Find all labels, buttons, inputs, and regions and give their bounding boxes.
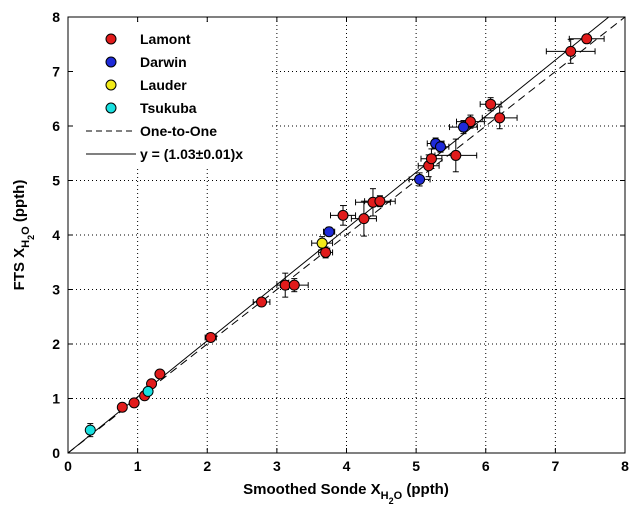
legend-label-tsukuba: Tsukuba xyxy=(140,100,197,116)
point-lamont xyxy=(374,195,386,207)
point-darwin xyxy=(414,173,426,185)
point-lamont xyxy=(485,98,497,110)
point-darwin xyxy=(457,121,469,133)
point-lamont xyxy=(450,149,462,161)
x-tick-label: 4 xyxy=(343,458,351,474)
y-tick-label: 6 xyxy=(52,118,60,134)
y-tick-label: 2 xyxy=(52,336,60,352)
axis-ticks: 0 1 2 3 4 5 6 7 8 0 1 2 3 4 5 6 7 8 xyxy=(52,9,629,474)
point-darwin xyxy=(434,141,446,153)
point-lamont xyxy=(337,209,349,221)
point-lamont xyxy=(425,153,437,165)
y-tick-label: 0 xyxy=(52,445,60,461)
point-tsukuba xyxy=(142,385,154,397)
legend-box xyxy=(74,22,270,167)
x-tick-label: 5 xyxy=(412,458,420,474)
x-tick-label: 6 xyxy=(482,458,490,474)
point-lamont xyxy=(358,213,370,225)
point-lamont xyxy=(565,45,577,57)
y-tick-label: 3 xyxy=(52,282,60,298)
legend-label-fit: y = (1.03±0.01)x xyxy=(140,146,243,162)
legend-marker-lauder xyxy=(105,79,117,91)
point-lamont xyxy=(256,296,268,308)
point-darwin xyxy=(323,226,335,238)
y-tick-label: 5 xyxy=(52,173,60,189)
legend-label-darwin: Darwin xyxy=(140,54,187,70)
fit-line xyxy=(67,16,610,454)
legend-label-lauder: Lauder xyxy=(140,77,187,93)
fit-lines xyxy=(67,16,626,454)
legend: Lamont Darwin Lauder Tsukuba One-to-One … xyxy=(74,22,270,167)
y-axis-label: FTS XH2O (ppth) xyxy=(11,180,36,291)
point-lamont xyxy=(320,246,332,258)
y-tick-label: 1 xyxy=(52,391,60,407)
data-points xyxy=(84,33,593,436)
legend-marker-lamont xyxy=(105,33,117,45)
point-lamont xyxy=(154,368,166,380)
point-lamont xyxy=(288,279,300,291)
y-tick-label: 4 xyxy=(52,227,60,243)
point-lauder xyxy=(316,237,328,249)
x-axis-label: Smoothed Sonde XH2O (ppth) xyxy=(243,481,449,506)
x-tick-label: 0 xyxy=(64,458,72,474)
legend-label-one-to-one: One-to-One xyxy=(140,123,217,139)
x-tick-label: 3 xyxy=(273,458,281,474)
legend-label-lamont: Lamont xyxy=(140,31,191,47)
point-lamont xyxy=(279,279,291,291)
legend-marker-tsukuba xyxy=(105,102,117,114)
point-lamont xyxy=(116,401,128,413)
point-lamont xyxy=(494,112,506,124)
x-tick-label: 1 xyxy=(134,458,142,474)
point-lamont xyxy=(205,331,217,343)
one-to-one-line xyxy=(67,16,626,454)
x-tick-label: 8 xyxy=(621,458,629,474)
point-tsukuba xyxy=(84,424,96,436)
x-tick-label: 7 xyxy=(551,458,559,474)
x-tick-label: 2 xyxy=(203,458,211,474)
y-tick-label: 7 xyxy=(52,64,60,80)
point-lamont xyxy=(128,397,140,409)
legend-marker-darwin xyxy=(105,56,117,68)
y-tick-label: 8 xyxy=(52,9,60,25)
point-lamont xyxy=(581,33,593,45)
